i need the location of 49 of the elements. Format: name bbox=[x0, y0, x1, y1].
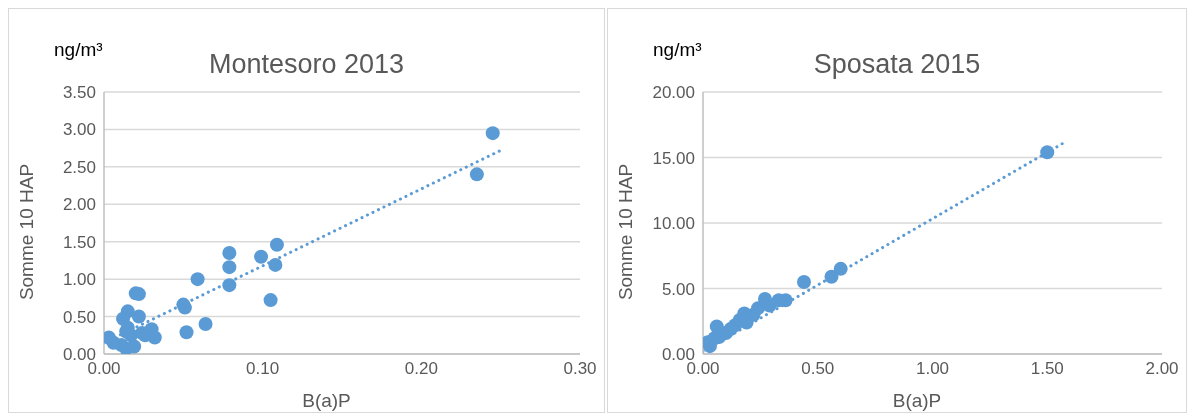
x-tick-label: 0.20 bbox=[404, 359, 438, 379]
point bbox=[254, 249, 269, 264]
x-tick-label: 0.30 bbox=[563, 359, 597, 379]
y-tick-label: 1.00 bbox=[62, 270, 96, 290]
point bbox=[1040, 145, 1055, 160]
x-tick-label: 1.00 bbox=[915, 359, 950, 379]
chart-title: Montesoro 2013 bbox=[208, 49, 405, 79]
point bbox=[190, 272, 205, 287]
point bbox=[263, 293, 278, 308]
point bbox=[222, 278, 237, 293]
point bbox=[728, 318, 743, 333]
point bbox=[796, 274, 811, 289]
x-tick-label: 0.10 bbox=[246, 359, 280, 379]
x-axis-title: B(a)P bbox=[891, 390, 943, 412]
point bbox=[824, 269, 839, 284]
y-tick-label: 2.00 bbox=[62, 195, 96, 215]
chart-title: Sposata 2015 bbox=[813, 49, 981, 79]
point bbox=[222, 245, 237, 260]
point bbox=[833, 261, 848, 276]
text: ng/m³ bbox=[54, 39, 103, 61]
y-tick-label: 0.50 bbox=[62, 307, 96, 327]
x-axis-title: B(a)P bbox=[301, 390, 352, 412]
point bbox=[222, 260, 237, 275]
x-tick-label: 2.00 bbox=[1145, 359, 1179, 379]
y-tick-label: 3.50 bbox=[62, 83, 96, 103]
x-tick-label: 1.50 bbox=[1030, 359, 1064, 379]
point bbox=[131, 309, 146, 324]
point bbox=[198, 317, 213, 332]
point bbox=[485, 126, 500, 141]
y-tick-label: 5.00 bbox=[661, 279, 695, 299]
y-axis-title: Somme 10 HAP bbox=[16, 163, 38, 300]
y-tick-label: 2.50 bbox=[62, 157, 96, 177]
point bbox=[106, 335, 121, 350]
point bbox=[119, 341, 134, 354]
y-tick-label: 20.00 bbox=[652, 83, 695, 103]
point bbox=[751, 301, 766, 316]
point bbox=[469, 167, 484, 182]
point bbox=[179, 325, 194, 340]
point bbox=[123, 328, 138, 343]
point bbox=[269, 237, 284, 252]
y-tick-label: 3.00 bbox=[62, 120, 96, 140]
y-tick-label: 15.00 bbox=[652, 148, 695, 168]
point bbox=[268, 257, 283, 272]
x-tick-label: 0.50 bbox=[801, 359, 835, 379]
y-tick-label: 1.50 bbox=[62, 232, 96, 252]
text: ng/m³ bbox=[653, 39, 702, 61]
point bbox=[762, 298, 777, 313]
y-axis-title: Somme 10 HAP bbox=[615, 163, 637, 300]
y-tick-label: 10.00 bbox=[652, 214, 695, 234]
